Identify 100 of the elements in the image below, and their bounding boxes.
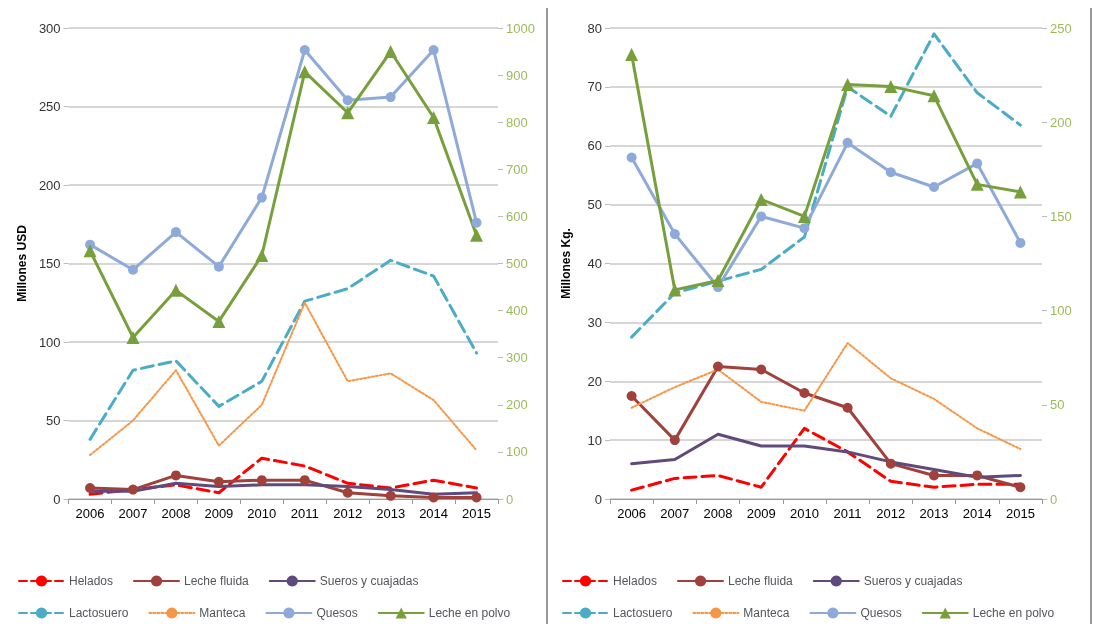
point [471,492,482,503]
point [170,227,181,238]
point [128,264,138,275]
x-tick-label: 2006 [75,506,105,521]
x-tick-label: 2013 [919,506,949,521]
x-tick-label: 2007 [660,506,690,521]
x-tick-label: 2011 [290,506,319,521]
point [427,110,441,124]
y-tick-label: 200 [38,177,61,193]
point [85,483,96,494]
point [756,211,767,222]
y2-tick-label: 200 [506,397,528,413]
y2-tick-label: 700 [506,161,528,177]
y-tick-label: 0 [594,491,602,507]
y2-tick-label: 0 [506,491,514,507]
point [842,402,853,413]
point [884,79,898,93]
point [83,244,97,258]
legend-label: Lactosuero [69,606,129,620]
y-axis-title: Millones USD [15,224,29,302]
point [126,330,140,344]
point [1013,185,1027,199]
y2-tick-label: 0 [1050,491,1058,507]
y-tick-label: 30 [587,314,602,330]
y-tick-label: 250 [38,99,61,114]
point [669,229,680,240]
point [169,283,183,297]
y2-tick-label: 50 [1050,397,1065,413]
point [972,470,983,481]
point [625,47,639,61]
point [342,487,353,498]
point [841,78,855,92]
y2-tick-label: 500 [506,256,528,271]
point [470,228,484,242]
point [428,492,439,503]
x-tick-label: 2012 [876,506,906,521]
point [170,470,181,481]
line-series [630,432,1022,479]
x-tick-label: 2015 [462,506,491,521]
legend-label: Helados [69,574,114,588]
x-tick-label: 2007 [118,506,148,521]
legend-label: Leche fluida [728,574,794,588]
line-series [89,301,478,457]
x-tick-label: 2009 [204,506,234,521]
point [711,273,725,287]
y2-tick-label: 800 [506,114,528,130]
line-series [630,32,1022,339]
y2-tick-label: 300 [506,350,528,366]
point [341,106,355,120]
y-tick-label: 40 [587,256,602,271]
point [797,209,811,223]
point [299,44,310,55]
legend-label: Quesos [860,606,902,620]
point [385,490,396,501]
point [842,137,853,148]
legend-label: Helados [613,574,658,588]
point [212,314,226,328]
y-tick-label: 60 [587,138,602,154]
y2-tick-label: 150 [1050,208,1072,224]
y2-tick-label: 250 [1050,20,1072,36]
x-tick-label: 2013 [376,506,406,521]
point [342,95,353,106]
point [927,89,941,103]
point [213,476,224,487]
y-axis-title: Millones Kg. [559,228,573,299]
y-tick-label: 100 [38,334,61,350]
point [799,388,810,399]
point [972,158,983,169]
y-tick-label: 70 [587,79,602,95]
y2-tick-label: 200 [1050,114,1072,130]
y-tick-label: 20 [587,373,602,389]
line-series [88,258,479,441]
x-tick-label: 2006 [617,506,647,521]
x-tick-label: 2014 [419,506,449,521]
legend-label: Manteca [743,606,790,620]
x-tick-label: 2008 [703,506,733,521]
y-tick-label: 300 [38,20,61,36]
point [255,248,269,262]
point [754,192,768,206]
x-tick-label: 2011 [833,506,862,521]
y2-tick-label: 600 [506,208,528,224]
point [756,364,767,375]
point [626,152,637,163]
x-tick-label: 2010 [247,506,277,521]
point [213,261,224,272]
point [713,361,723,372]
legend-label: Sueros y cuajadas [319,574,419,588]
point [885,458,896,469]
point [929,181,939,192]
y2-tick-label: 100 [1050,303,1072,319]
y-tick-label: 50 [587,197,602,213]
point [428,44,439,55]
y2-tick-label: 400 [506,303,528,319]
point [385,92,396,103]
point [471,217,482,228]
y-tick-label: 0 [53,491,61,507]
legend-label: Sueros y cuajadas [863,574,963,588]
point [256,192,267,203]
y-tick-label: 50 [46,413,61,428]
point [384,45,398,59]
